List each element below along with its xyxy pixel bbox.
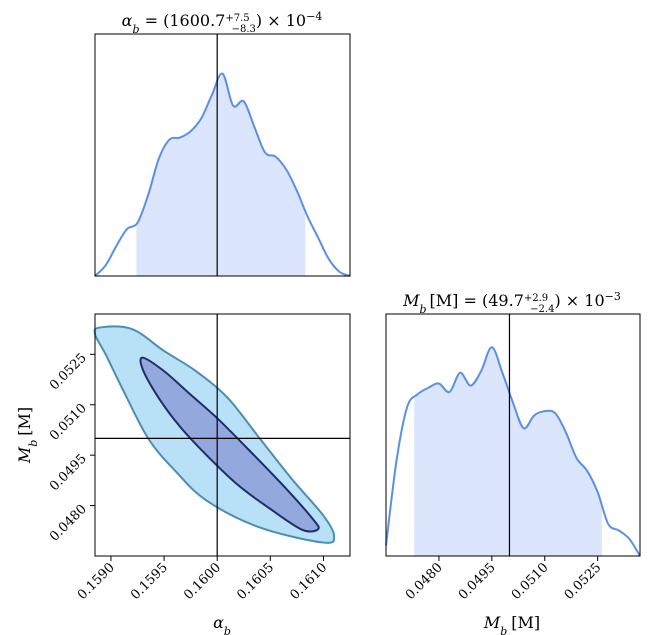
joint-y-axis-label: Mb[M] (15, 407, 40, 464)
mass-xtick-label: 0.0495 (456, 560, 499, 603)
inner-credible-contour (139, 356, 320, 533)
alpha-marginal-title: αb = (1600.7+7.5 −8.3) × 10−4 (122, 10, 323, 36)
mass-xtick-label: 0.0480 (403, 560, 446, 603)
joint-xtick-label: 0.1600 (181, 560, 224, 603)
mass-credible-fill-layer (414, 347, 602, 556)
joint-x-ticks: 0.1590 0.1595 0.1600 0.1605 0.1610 (75, 556, 330, 603)
alpha-marginal-panel: αb = (1600.7+7.5 −8.3) × 10−4 (94, 10, 351, 277)
joint-x-axis-label: αb (213, 613, 231, 635)
alpha-credible-fill-layer (136, 75, 306, 276)
mass-credible-region (414, 347, 602, 556)
joint-ytick-label: 0.0510 (47, 401, 90, 444)
joint-xtick-label: 0.1610 (287, 560, 330, 603)
mass-marginal-panel: 0.0480 0.0495 0.0510 0.0525 Mb [M] = (49.7+2… (385, 290, 641, 635)
joint-xtick-label: 0.1590 (75, 560, 118, 603)
mass-xtick-label: 0.0525 (562, 560, 605, 603)
joint-ytick-label: 0.0480 (47, 502, 90, 545)
mass-x-axis-label: Mb [M] (483, 613, 540, 635)
mass-marginal-frame (385, 313, 641, 557)
joint-xtick-label: 0.1605 (234, 560, 277, 603)
mass-xtick-label: 0.0510 (509, 560, 552, 603)
alpha-credible-region (136, 75, 306, 276)
joint-panel-frame (94, 313, 351, 557)
joint-y-ticks: 0.0480 0.0495 0.0510 0.0525 (47, 351, 95, 545)
alpha-marginal-frame (94, 33, 351, 277)
mass-density-curve (385, 346, 641, 557)
joint-panel: 0.1590 0.1595 0.1600 0.1605 0.1610 0.04800.0… (15, 313, 351, 635)
mass-marginal-title: Mb [M] = (49.7+2.9 −2.4) × 10−3 (402, 290, 621, 316)
alpha-density-curve (94, 72, 351, 277)
joint-ytick-label: 0.0525 (47, 351, 90, 394)
mass-x-ticks: 0.0480 0.0495 0.0510 0.0525 (403, 556, 605, 603)
joint-ytick-label: 0.0495 (47, 451, 90, 494)
joint-xtick-label: 0.1595 (128, 560, 171, 603)
